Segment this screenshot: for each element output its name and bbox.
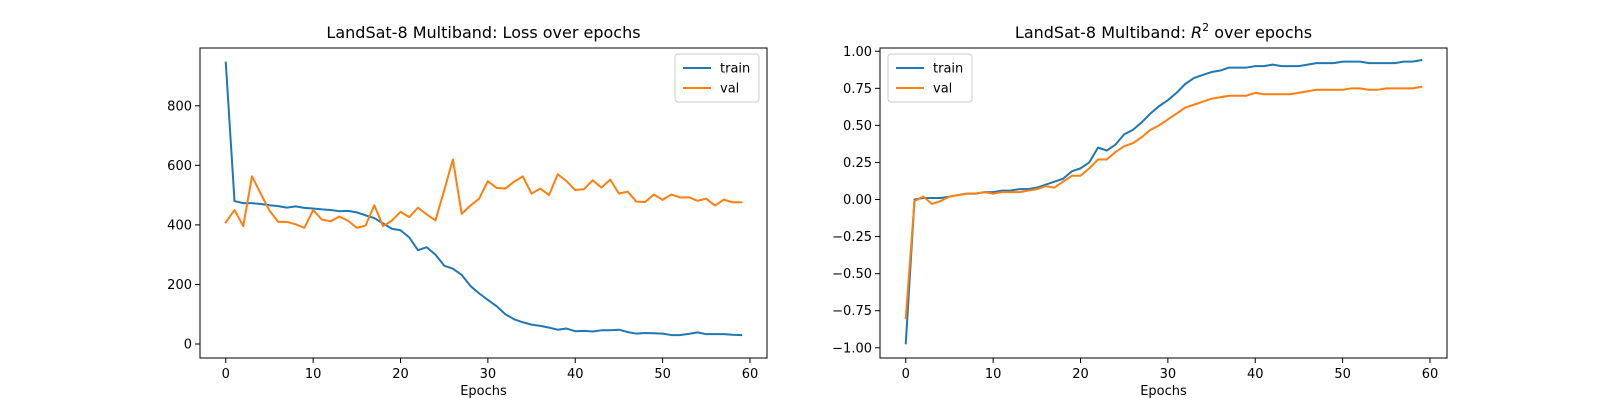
y-tick-label: 0.50 <box>843 119 872 134</box>
y-tick-label: 800 <box>167 99 192 114</box>
y-tick-label: 1.00 <box>843 45 872 60</box>
legend: train val <box>887 53 973 103</box>
x-tick-label: 20 <box>1072 367 1089 382</box>
x-tick-label: 40 <box>567 367 584 382</box>
x-tick-label: 30 <box>480 367 497 382</box>
series-line-train <box>224 61 743 337</box>
y-tick-label: −1.00 <box>832 341 872 356</box>
y-tick-label: 600 <box>167 159 192 174</box>
x-axis-label: Epochs <box>460 384 507 399</box>
y-tick-label: 0.75 <box>843 82 872 97</box>
legend-label-val: val <box>933 82 952 97</box>
x-tick-label: 60 <box>742 367 759 382</box>
x-tick-label: 10 <box>985 367 1002 382</box>
x-tick-label: 40 <box>1247 367 1264 382</box>
x-axis-label: Epochs <box>1140 384 1187 399</box>
legend-box <box>887 53 973 103</box>
r2-chart: 0 10 20 30 40 50 60 −1.00 −0.75 −0.50 −0.25 0.00 0.2… <box>832 21 1448 399</box>
series-line-train <box>904 59 1423 345</box>
y-tick-label: 0.00 <box>843 193 872 208</box>
x-tick-label: 10 <box>305 367 322 382</box>
x-tick-label: 50 <box>1334 367 1351 382</box>
legend-label-val: val <box>720 82 739 97</box>
x-tick-label: 0 <box>902 367 910 382</box>
legend-box <box>674 53 760 103</box>
y-tick-label: −0.75 <box>832 304 872 319</box>
x-tick-label: 50 <box>654 367 671 382</box>
y-tick-label: 0.25 <box>843 156 872 171</box>
chart-title: LandSat-8 Multiband: R2 over epochs <box>1015 21 1312 42</box>
axes-frame <box>879 47 1448 359</box>
axes-frame <box>199 47 768 359</box>
series-line-val <box>224 158 743 229</box>
x-tick-label: 30 <box>1160 367 1177 382</box>
series-line-val <box>904 85 1423 320</box>
legend-label-train: train <box>720 62 750 77</box>
y-tick-label: 0 <box>184 338 192 353</box>
y-tick-label: −0.25 <box>832 230 872 245</box>
x-tick-label: 60 <box>1422 367 1439 382</box>
chart-title: LandSat-8 Multiband: Loss over epochs <box>326 23 640 42</box>
y-tick-label: 200 <box>167 278 192 293</box>
x-tick-label: 0 <box>222 367 230 382</box>
legend: train val <box>674 53 760 103</box>
x-tick-label: 20 <box>392 367 409 382</box>
y-tick-label: 400 <box>167 218 192 233</box>
legend-label-train: train <box>933 62 963 77</box>
y-tick-label: −0.50 <box>832 267 872 282</box>
